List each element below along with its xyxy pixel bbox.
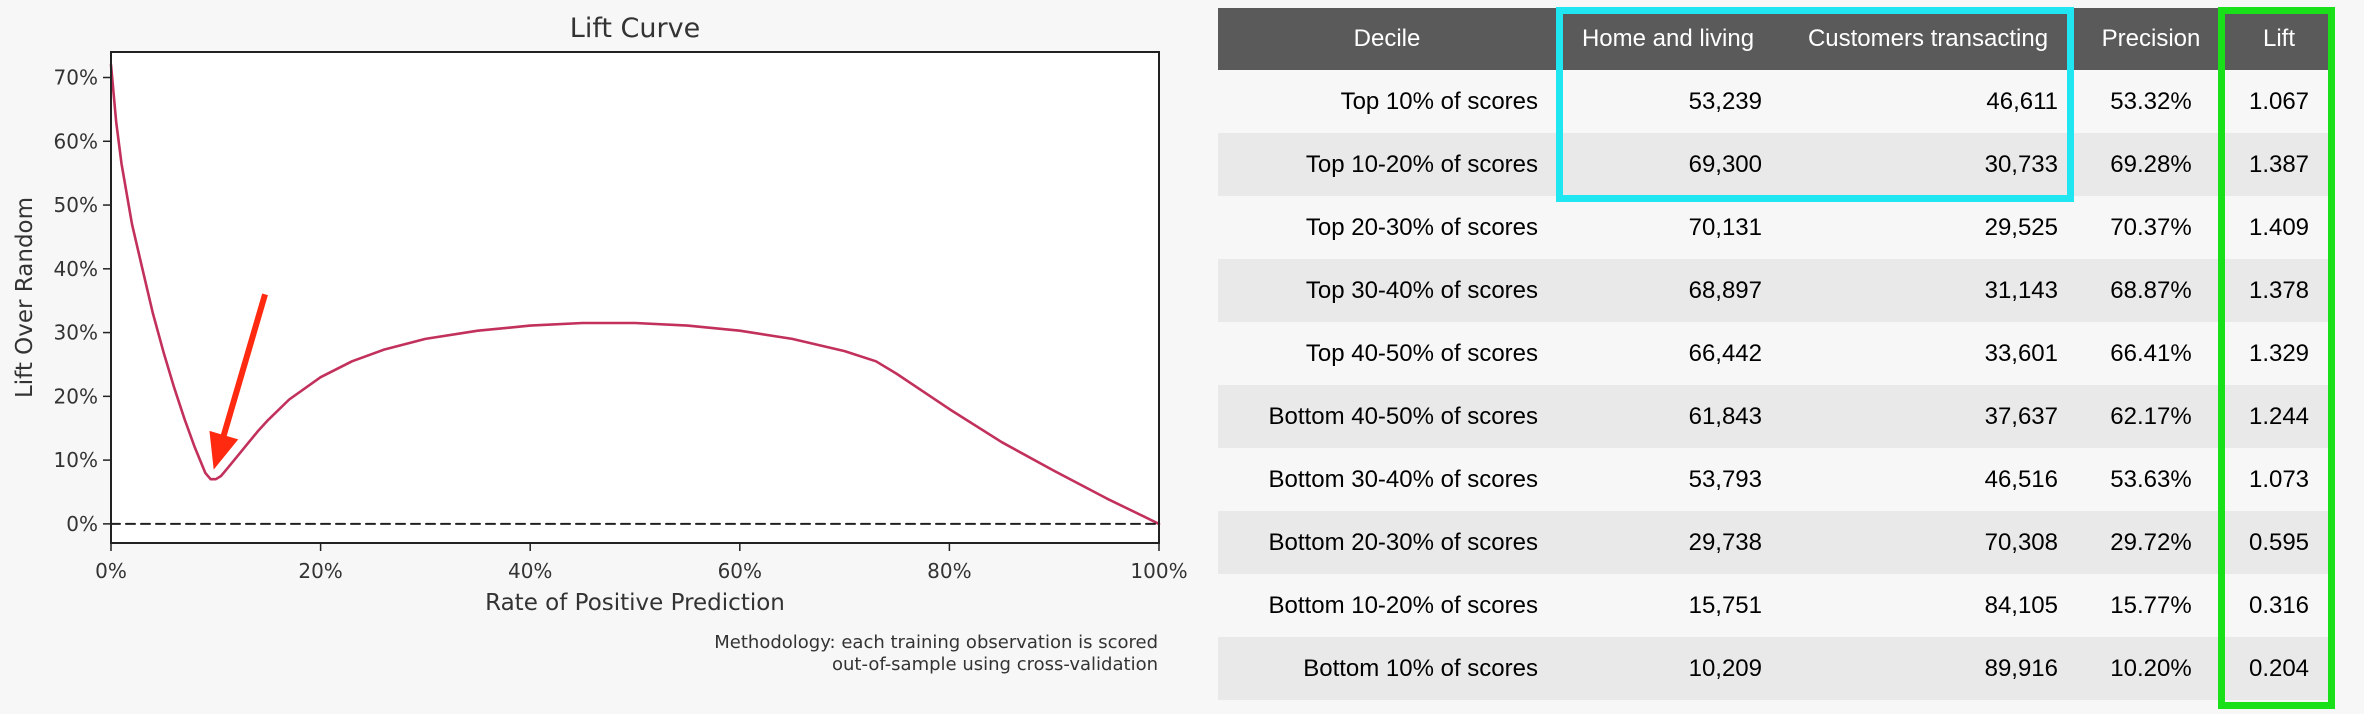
cell-home-and-living: 66,442 bbox=[1556, 322, 1780, 385]
cell-lift: 0.204 bbox=[2226, 637, 2332, 700]
header-lift: Lift bbox=[2226, 8, 2332, 70]
x-tick-label: 80% bbox=[927, 559, 971, 583]
cell-customers-transacting: 46,611 bbox=[1780, 70, 2076, 133]
cell-decile: Bottom 10% of scores bbox=[1218, 637, 1556, 700]
cell-precision: 15.77% bbox=[2076, 574, 2226, 637]
table-row: Top 20-30% of scores 70,131 29,525 70.37% 1.… bbox=[1218, 196, 2332, 259]
cell-customers-transacting: 46,516 bbox=[1780, 448, 2076, 511]
x-axis-label: Rate of Positive Prediction bbox=[485, 590, 785, 616]
x-tick-label: 60% bbox=[718, 559, 762, 583]
annotation-arrow-head bbox=[209, 430, 239, 470]
cell-precision: 10.20% bbox=[2076, 637, 2226, 700]
cell-precision: 69.28% bbox=[2076, 133, 2226, 196]
cell-precision: 70.37% bbox=[2076, 196, 2226, 259]
cell-lift: 0.316 bbox=[2226, 574, 2332, 637]
cell-lift: 0.595 bbox=[2226, 511, 2332, 574]
cell-decile: Bottom 20-30% of scores bbox=[1218, 511, 1556, 574]
cell-decile: Top 30-40% of scores bbox=[1218, 259, 1556, 322]
cell-lift: 1.409 bbox=[2226, 196, 2332, 259]
table-row: Top 10-20% of scores 69,300 30,733 69.28% 1.… bbox=[1218, 133, 2332, 196]
cell-decile: Top 40-50% of scores bbox=[1218, 322, 1556, 385]
y-tick-label: 50% bbox=[54, 193, 98, 217]
cell-lift: 1.387 bbox=[2226, 133, 2332, 196]
table-row: Bottom 40-50% of scores 61,843 37,637 62.17… bbox=[1218, 385, 2332, 448]
cell-decile: Top 20-30% of scores bbox=[1218, 196, 1556, 259]
table-row: Bottom 30-40% of scores 53,793 46,516 53.63… bbox=[1218, 448, 2332, 511]
x-tick-label: 100% bbox=[1130, 559, 1187, 583]
methodology-note: Methodology: each training observation i… bbox=[458, 632, 1158, 676]
cell-home-and-living: 69,300 bbox=[1556, 133, 1780, 196]
cell-decile: Bottom 10-20% of scores bbox=[1218, 574, 1556, 637]
annotation-arrow-shaft bbox=[220, 293, 268, 438]
cell-lift: 1.073 bbox=[2226, 448, 2332, 511]
cell-customers-transacting: 37,637 bbox=[1780, 385, 2076, 448]
methodology-line-1: Methodology: each training observation i… bbox=[714, 632, 1158, 653]
y-tick-label: 60% bbox=[54, 129, 98, 153]
header-precision: Precision bbox=[2076, 8, 2226, 70]
table-row: Top 30-40% of scores 68,897 31,143 68.87% 1.… bbox=[1218, 259, 2332, 322]
header-customers-transacting: Customers transacting bbox=[1780, 8, 2076, 70]
y-tick-label: 10% bbox=[54, 448, 98, 472]
x-tick-label: 20% bbox=[298, 559, 342, 583]
cell-customers-transacting: 31,143 bbox=[1780, 259, 2076, 322]
table-row: Bottom 10% of scores 10,209 89,916 10.20% 0.… bbox=[1218, 637, 2332, 700]
cell-decile: Top 10% of scores bbox=[1218, 70, 1556, 133]
table-row: Bottom 10-20% of scores 15,751 84,105 15.77… bbox=[1218, 574, 2332, 637]
cell-customers-transacting: 33,601 bbox=[1780, 322, 2076, 385]
cell-lift: 1.329 bbox=[2226, 322, 2332, 385]
lift-curve-chart: Lift Curve 0% 20% 40% 60% 80% 100% 0% 10% 20% 30% 4… bbox=[12, 13, 1188, 616]
cell-home-and-living: 29,738 bbox=[1556, 511, 1780, 574]
cell-home-and-living: 10,209 bbox=[1556, 637, 1780, 700]
cell-customers-transacting: 30,733 bbox=[1780, 133, 2076, 196]
methodology-line-2: out-of-sample using cross-validation bbox=[832, 654, 1158, 675]
table-row: Top 10% of scores 53,239 46,611 53.32% 1.067 bbox=[1218, 70, 2332, 133]
cell-customers-transacting: 29,525 bbox=[1780, 196, 2076, 259]
lift-curve-panel: Lift Curve 0% 20% 40% 60% 80% 100% 0% 10% 20% 30% 4… bbox=[12, 13, 1188, 676]
cell-home-and-living: 68,897 bbox=[1556, 259, 1780, 322]
cell-precision: 66.41% bbox=[2076, 322, 2226, 385]
plot-area bbox=[111, 52, 1159, 543]
cell-customers-transacting: 70,308 bbox=[1780, 511, 2076, 574]
cell-decile: Top 10-20% of scores bbox=[1218, 133, 1556, 196]
decile-table-panel: Decile Home and living Customers transac… bbox=[1218, 7, 2335, 709]
cell-precision: 68.87% bbox=[2076, 259, 2226, 322]
cell-home-and-living: 70,131 bbox=[1556, 196, 1780, 259]
decile-lift-table: Decile Home and living Customers transac… bbox=[1218, 8, 2332, 700]
y-tick-label: 20% bbox=[54, 384, 98, 408]
table-row: Top 40-50% of scores 66,442 33,601 66.41% 1.… bbox=[1218, 322, 2332, 385]
cell-precision: 53.63% bbox=[2076, 448, 2226, 511]
y-tick-label: 70% bbox=[54, 66, 98, 90]
cell-lift: 1.244 bbox=[2226, 385, 2332, 448]
cell-home-and-living: 61,843 bbox=[1556, 385, 1780, 448]
lift-curve-line bbox=[109, 63, 1161, 526]
cell-decile: Bottom 40-50% of scores bbox=[1218, 385, 1556, 448]
cell-home-and-living: 15,751 bbox=[1556, 574, 1780, 637]
header-decile: Decile bbox=[1218, 8, 1556, 70]
cell-precision: 62.17% bbox=[2076, 385, 2226, 448]
y-tick-label: 40% bbox=[54, 257, 98, 281]
cell-home-and-living: 53,793 bbox=[1556, 448, 1780, 511]
y-tick-label: 0% bbox=[66, 512, 98, 536]
x-tick-label: 40% bbox=[508, 559, 552, 583]
cell-lift: 1.378 bbox=[2226, 259, 2332, 322]
cell-lift: 1.067 bbox=[2226, 70, 2332, 133]
y-tick-label: 30% bbox=[54, 321, 98, 345]
cell-decile: Bottom 30-40% of scores bbox=[1218, 448, 1556, 511]
cell-customers-transacting: 84,105 bbox=[1780, 574, 2076, 637]
chart-title: Lift Curve bbox=[570, 13, 700, 44]
cell-customers-transacting: 89,916 bbox=[1780, 637, 2076, 700]
cell-precision: 29.72% bbox=[2076, 511, 2226, 574]
table-header-row: Decile Home and living Customers transac… bbox=[1218, 8, 2332, 70]
y-axis-label: Lift Over Random bbox=[12, 197, 38, 398]
header-home-and-living: Home and living bbox=[1556, 8, 1780, 70]
cell-precision: 53.32% bbox=[2076, 70, 2226, 133]
plot-frame bbox=[110, 51, 1160, 544]
table-row: Bottom 20-30% of scores 29,738 70,308 29.72… bbox=[1218, 511, 2332, 574]
cell-home-and-living: 53,239 bbox=[1556, 70, 1780, 133]
x-tick-label: 0% bbox=[95, 559, 127, 583]
